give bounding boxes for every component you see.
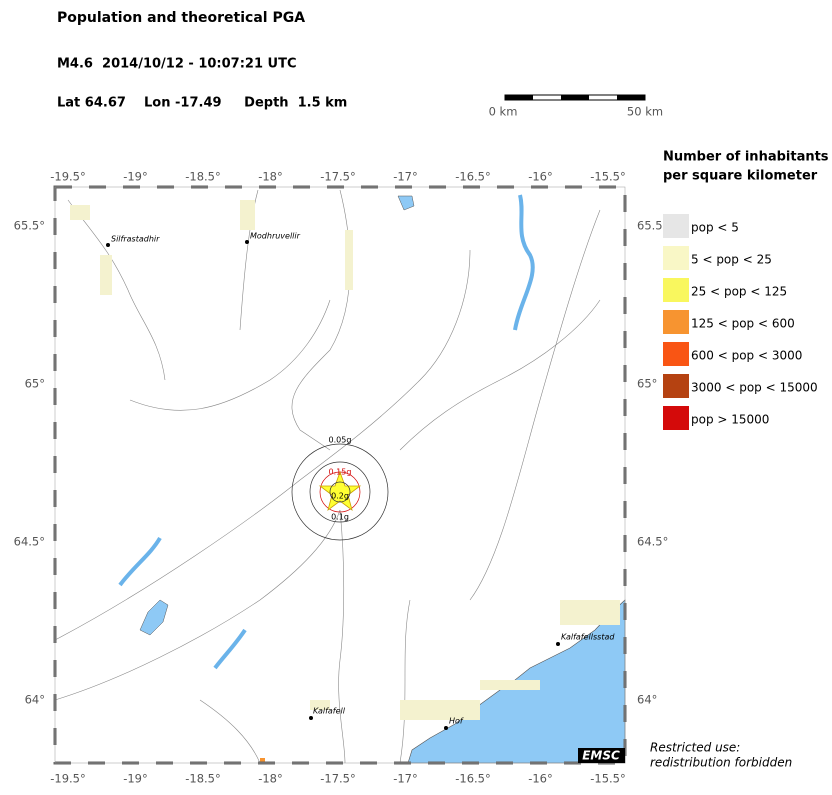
towns: [106, 240, 560, 730]
lon-tick-label: -17°: [393, 772, 418, 786]
legend-label: pop < 5: [691, 221, 739, 235]
lon-tick-label: -18°: [258, 170, 283, 184]
legend-label: 600 < pop < 3000: [691, 349, 802, 363]
pga-rings: [291, 443, 389, 541]
lon-tick-label: -19.5°: [50, 170, 86, 184]
lon-tick-label: -18°: [258, 772, 283, 786]
lon-tick-label: -17.5°: [320, 170, 356, 184]
town-label: Modhruvellir: [250, 232, 301, 241]
legend-label: 3000 < pop < 15000: [691, 381, 818, 395]
legend-swatch: [663, 406, 689, 430]
town-label: Hof: [449, 717, 464, 726]
lon-tick-label: -15.5°: [590, 170, 626, 184]
footer-note: redistribution forbidden: [650, 756, 792, 770]
legend-swatch: [663, 310, 689, 334]
lat-tick-label: 64.5°: [637, 535, 668, 549]
pga-label: 0.2g: [331, 492, 349, 501]
town-label: Kalfafell: [313, 707, 346, 716]
lat-tick-label: 65°: [637, 377, 657, 391]
lon-tick-label: -19°: [123, 772, 148, 786]
town-label: Kalfafellsstad: [561, 633, 615, 642]
legend-label: 125 < pop < 600: [691, 317, 795, 331]
legend-swatch: [663, 342, 689, 366]
lon-tick-label: -19.5°: [50, 772, 86, 786]
legend-title: Number of inhabitants: [663, 150, 829, 165]
lat-tick-label: 65.5°: [637, 219, 668, 233]
legend-title: per square kilometer: [663, 169, 818, 184]
lon-tick-label: -17.5°: [320, 772, 356, 786]
town-label: Silfrastadhir: [111, 235, 160, 244]
legend-label: pop > 15000: [691, 413, 769, 427]
legend-label: 25 < pop < 125: [691, 285, 787, 299]
badge: [578, 748, 625, 763]
legend-swatch: [663, 278, 689, 302]
scale-end: 50 km: [627, 105, 663, 119]
lon-tick-label: -18.5°: [185, 170, 221, 184]
lat-tick-label: 64°: [637, 693, 657, 707]
lat-tick-label: 64°: [25, 693, 45, 707]
event: M4.6 2014/10/12 - 10:07:21 UTC: [57, 57, 296, 72]
lon-tick-label: -19°: [123, 170, 148, 184]
scale-bar: [504, 94, 646, 101]
legend-swatch: [663, 246, 689, 270]
badge-text: EMSC: [582, 749, 620, 763]
legend-swatch: [663, 374, 689, 398]
pga-label: 0.15g: [329, 468, 352, 477]
title: Population and theoretical PGA: [57, 10, 305, 26]
lon-tick-label: -17°: [393, 170, 418, 184]
lat-tick-label: 65.5°: [14, 219, 45, 233]
location: Lat 64.67 Lon -17.49 Depth 1.5 km: [57, 96, 347, 111]
legend-swatch: [663, 214, 689, 238]
footer-note: Restricted use:: [650, 741, 740, 755]
lat-tick-label: 64.5°: [14, 535, 45, 549]
lon-tick-label: -15.5°: [590, 772, 626, 786]
lon-tick-label: -18.5°: [185, 772, 221, 786]
lon-tick-label: -16.5°: [455, 170, 491, 184]
lat-tick-label: 65°: [25, 377, 45, 391]
pga-label: 0.1g: [331, 513, 349, 522]
pga-label: 0.05g: [329, 436, 352, 445]
legend-label: 5 < pop < 25: [691, 253, 772, 267]
map: [53, 185, 627, 765]
scale-start: 0 km: [489, 105, 518, 119]
lon-tick-label: -16°: [528, 772, 553, 786]
lon-tick-label: -16°: [528, 170, 553, 184]
lon-tick-label: -16.5°: [455, 772, 491, 786]
